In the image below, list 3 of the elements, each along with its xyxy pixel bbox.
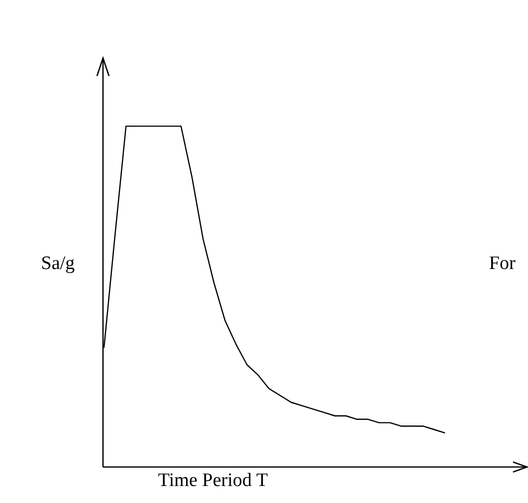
x-axis-title: Time Period T: [158, 470, 268, 492]
y-axis-title: Sa/g: [41, 253, 75, 275]
annotation: For: [489, 253, 516, 275]
